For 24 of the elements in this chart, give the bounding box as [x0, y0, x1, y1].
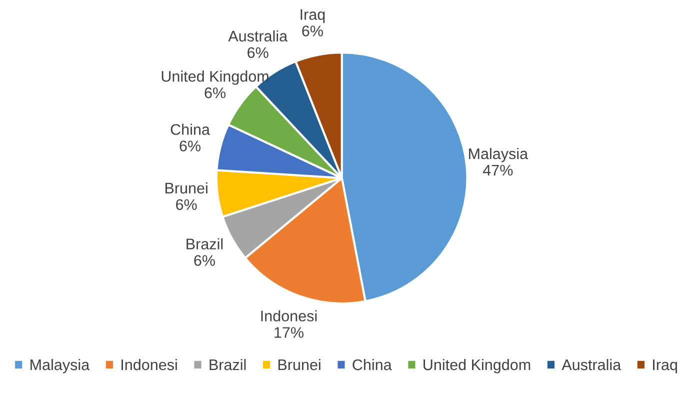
- slice-label: Malaysia: [469, 148, 528, 162]
- slice-label: Australia: [228, 30, 288, 42]
- data-label: 6%: [180, 140, 201, 152]
- slice-label: United Kingdom: [162, 70, 268, 85]
- slice-label: Iraq: [300, 9, 325, 23]
- legend-label: China: [352, 358, 392, 370]
- legend-label: Australia: [562, 358, 622, 370]
- data-label: 6%: [248, 47, 268, 58]
- slice-label: Brazil: [186, 238, 223, 250]
- slice-label: Indonesi: [261, 310, 317, 322]
- data-label: 6%: [194, 255, 215, 266]
- data-label: 6%: [204, 87, 226, 98]
- data-label: 6%: [302, 26, 323, 36]
- data-label: 6%: [176, 199, 197, 210]
- data-label: 17%: [274, 327, 304, 338]
- legend-label: Malaysia: [30, 358, 90, 374]
- legend-label: Brunei: [278, 358, 320, 370]
- legend-label: United Kingdom: [424, 358, 530, 374]
- legend-label: Indonesi: [122, 358, 177, 370]
- legend-label: Brazil: [210, 358, 246, 370]
- data-label: 47%: [482, 164, 513, 176]
- legend-label: Iraq: [653, 360, 677, 374]
- slice-label: Brunei: [165, 182, 208, 194]
- slice-label: China: [170, 124, 210, 135]
